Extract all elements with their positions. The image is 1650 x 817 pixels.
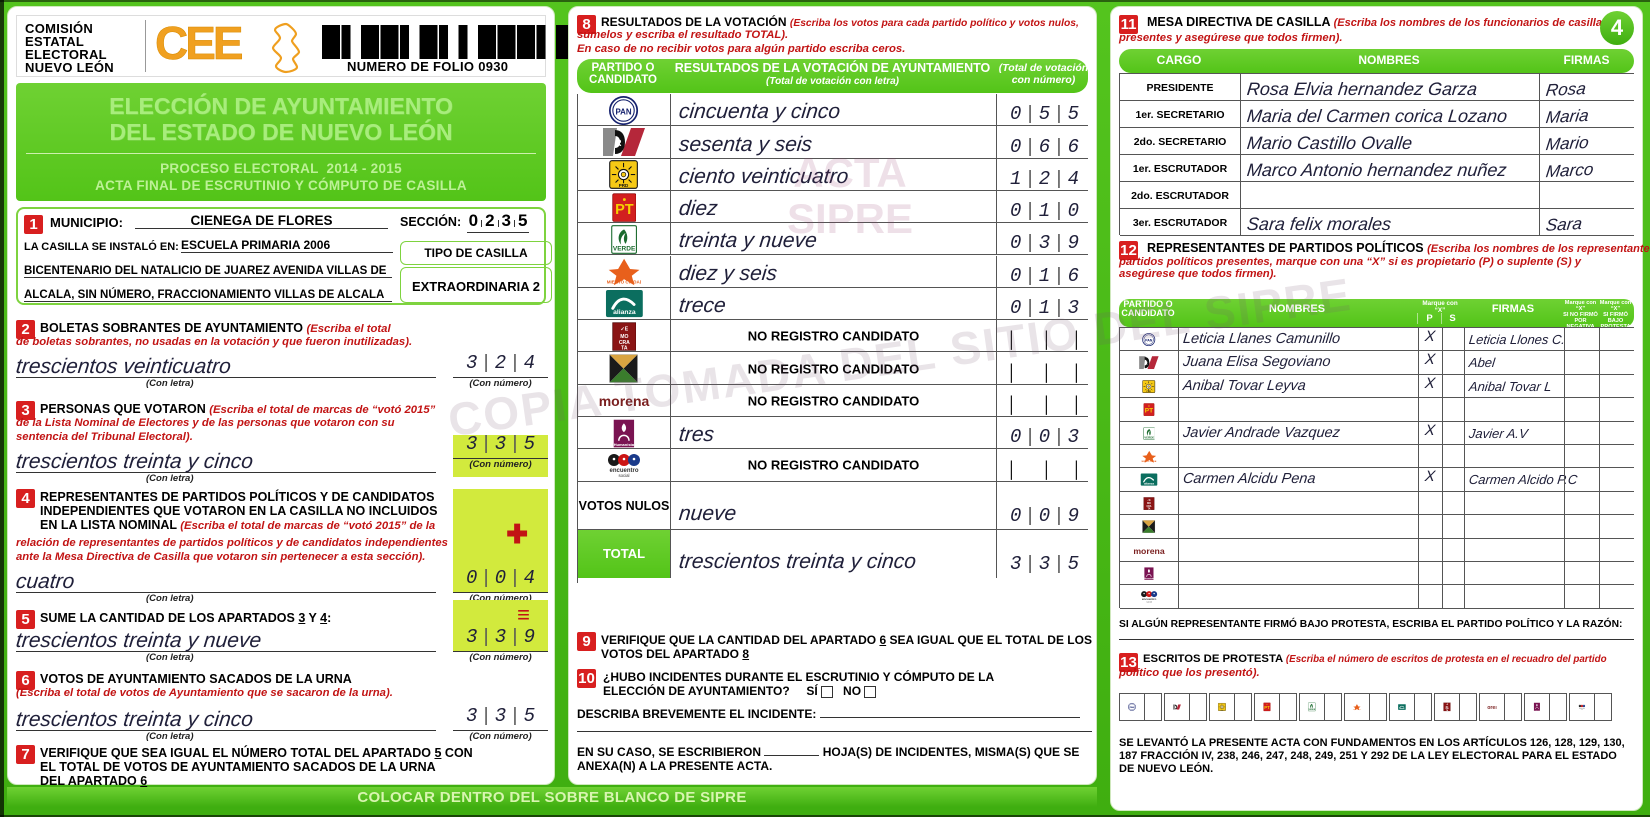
svg-text:PT: PT	[615, 202, 634, 218]
svg-text:VERDE: VERDE	[1309, 709, 1316, 711]
svg-text:social: social	[619, 473, 630, 478]
svg-text:PT: PT	[1145, 408, 1153, 415]
svg-text:R: R	[615, 138, 622, 148]
svg-text:VERDE: VERDE	[1144, 435, 1154, 439]
svg-text:Humanista: Humanista	[614, 441, 635, 446]
svg-text:PAN: PAN	[616, 107, 632, 116]
svg-text:TA: TA	[621, 345, 628, 350]
svg-text:MOVIMIENTO CIUDADANO: MOVIMIENTO CIUDADANO	[1141, 460, 1156, 463]
svg-text:social: social	[1146, 602, 1152, 604]
svg-text:PT: PT	[1264, 705, 1270, 710]
svg-text:PRD: PRD	[1147, 391, 1152, 393]
svg-text:PRD: PRD	[619, 183, 629, 188]
svg-text:MO: MO	[1147, 503, 1151, 505]
svg-text:alianza: alianza	[613, 310, 636, 317]
svg-text:encuentro: encuentro	[1142, 598, 1157, 602]
svg-text:VERDE: VERDE	[613, 245, 636, 252]
svg-text:R: R	[1145, 361, 1148, 366]
svg-text:MOVIMIENTO CIUDADANO: MOVIMIENTO CIUDADANO	[607, 280, 641, 285]
svg-text:alianza: alianza	[1144, 482, 1154, 486]
svg-text:PAN: PAN	[1145, 338, 1153, 342]
svg-text:✓E: ✓E	[620, 326, 628, 332]
